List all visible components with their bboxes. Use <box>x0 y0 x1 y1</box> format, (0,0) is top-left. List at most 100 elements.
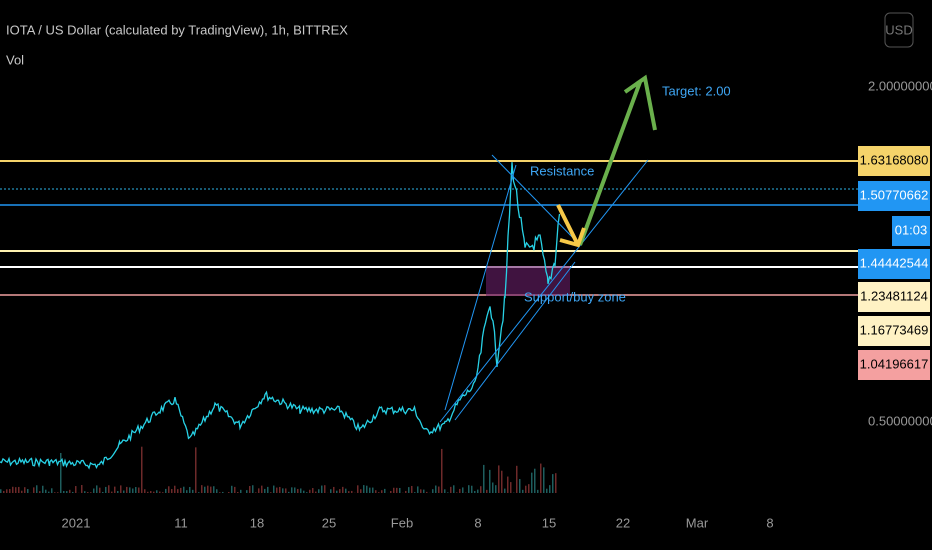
annotation: Resistance <box>530 163 594 178</box>
indicator-label: Vol <box>6 52 24 67</box>
volume-bar <box>489 469 491 493</box>
volume-bar <box>504 488 506 493</box>
volume-bar <box>201 485 203 493</box>
time-label: 22 <box>616 515 630 530</box>
volume-bar <box>99 487 101 493</box>
volume-bar <box>438 486 440 493</box>
volume-bar <box>36 485 38 493</box>
trend-line <box>439 159 649 423</box>
volume-bar <box>510 482 512 493</box>
volume-bar <box>282 488 284 493</box>
time-label: 8 <box>766 515 773 530</box>
volume-bar <box>72 491 74 493</box>
volume-bar <box>0 489 2 493</box>
volume-bar <box>399 487 401 493</box>
volume-bar <box>240 489 242 493</box>
volume-bar <box>474 490 476 493</box>
volume-bar <box>9 489 11 493</box>
volume-bar <box>258 488 260 493</box>
volume-bar <box>90 492 92 493</box>
price-marker <box>858 181 930 211</box>
volume-bar <box>24 487 26 493</box>
volume-bar <box>249 486 251 493</box>
volume-bar <box>444 489 446 493</box>
volume-bar <box>204 486 206 493</box>
volume-bar <box>108 485 110 493</box>
volume-bar <box>483 464 485 493</box>
volume-bar <box>261 485 263 493</box>
volume-bar <box>186 490 188 493</box>
volume-bar <box>69 489 71 493</box>
volume-bar <box>192 489 194 493</box>
volume-bar <box>216 489 218 493</box>
volume-bar <box>54 492 56 493</box>
volume-bar <box>420 489 422 493</box>
price-axis: 2.00000000 0.50000000 1.63168080 1.50770662… <box>858 78 932 428</box>
time-label: 25 <box>322 515 336 530</box>
currency-label: USD <box>885 22 912 37</box>
volume-bar <box>534 468 536 493</box>
volume-bar <box>417 486 419 493</box>
currency-button[interactable] <box>884 12 914 48</box>
volume-bar <box>456 492 458 493</box>
volume-bar <box>12 486 14 493</box>
price-marker <box>858 146 930 176</box>
volume-bar <box>378 492 380 493</box>
volume-bar <box>210 486 212 493</box>
volume-bar <box>405 490 407 493</box>
volume-bar <box>156 490 158 493</box>
volume-bar <box>468 485 470 493</box>
price-marker <box>858 249 930 279</box>
volume-bar <box>33 487 35 493</box>
volume-bar <box>495 485 497 493</box>
volume-bar <box>426 491 428 493</box>
volume-bar <box>315 491 317 493</box>
volume-bar <box>507 476 509 493</box>
trend-line <box>444 164 517 411</box>
volume-bar <box>3 490 5 493</box>
volume-bar <box>105 486 107 493</box>
volume-bar <box>306 492 308 493</box>
volume-bar <box>135 486 137 493</box>
volume-bar <box>486 489 488 493</box>
volume-bar <box>267 486 269 493</box>
volume-bar <box>492 482 494 493</box>
volume-bar <box>159 491 161 493</box>
volume <box>0 446 557 493</box>
volume-bar <box>480 486 482 493</box>
volume-bar <box>279 486 281 493</box>
volume-bar <box>330 489 332 493</box>
volume-bar <box>363 485 365 493</box>
volume-bar <box>45 489 47 493</box>
volume-bar <box>501 470 503 493</box>
volume-bar <box>528 484 530 493</box>
volume-bar <box>93 488 95 493</box>
volume-bar <box>519 479 521 493</box>
volume-bar <box>168 486 170 493</box>
volume-bar <box>177 489 179 493</box>
volume-bar <box>546 488 548 493</box>
price-marker-label: 1.23481124 <box>860 288 928 303</box>
volume-bar <box>300 488 302 493</box>
volume-bar <box>117 491 119 493</box>
volume-bar <box>462 487 464 493</box>
volume-bar <box>336 490 338 493</box>
volume-bar <box>189 486 191 493</box>
volume-bar <box>525 485 527 493</box>
time-label: 18 <box>250 515 264 530</box>
volume-bar <box>537 489 539 493</box>
volume-bar <box>84 491 86 493</box>
volume-bar <box>96 485 98 493</box>
volume-bar <box>63 491 65 493</box>
volume-bar <box>66 491 68 493</box>
price-marker-label: 1.63168080 <box>860 152 929 167</box>
volume-bar <box>138 487 140 493</box>
volume-bar <box>165 488 167 493</box>
volume-bar <box>423 489 425 493</box>
volume-bar <box>102 491 104 493</box>
price-marker <box>892 216 930 246</box>
volume-bar <box>147 491 149 493</box>
volume-bar <box>549 485 551 493</box>
